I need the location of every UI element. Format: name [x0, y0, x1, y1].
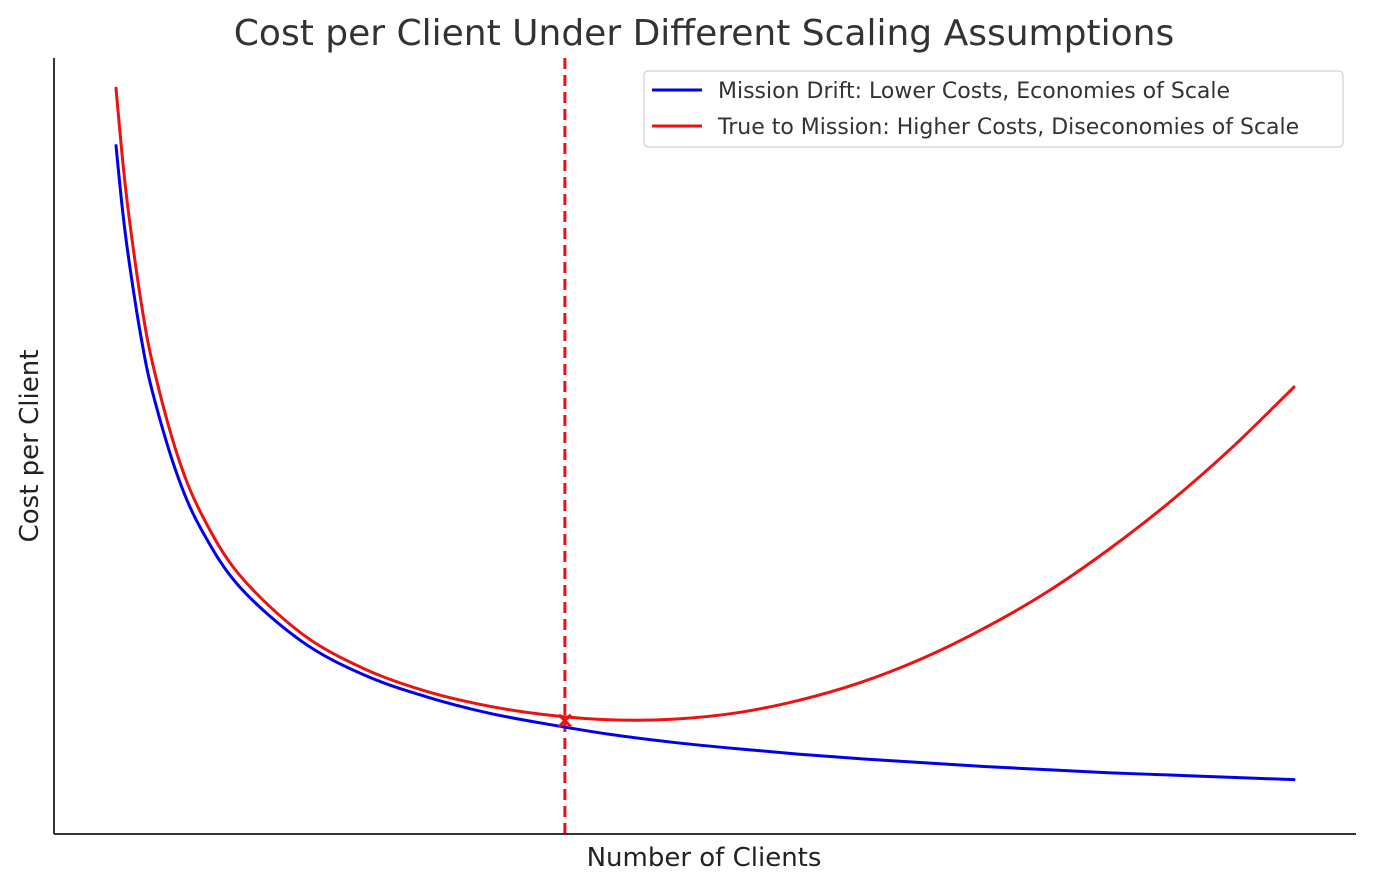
series-line-true-to-mission	[114, 86, 1296, 722]
y-axis-label: Cost per Client	[15, 350, 45, 543]
legend: Mission Drift: Lower Costs, Economies of…	[643, 70, 1344, 148]
legend-label-true-to-mission: True to Mission: Higher Costs, Diseconom…	[717, 115, 1299, 140]
minimum-point-marker	[557, 713, 572, 728]
series-line-mission-drift	[114, 144, 1296, 782]
legend-label-mission-drift: Mission Drift: Lower Costs, Economies of…	[718, 79, 1230, 104]
x-axis-label: Number of Clients	[587, 843, 822, 873]
legend-box	[643, 70, 1344, 148]
chart-title: Cost per Client Under Different Scaling …	[234, 13, 1174, 54]
plot-area	[114, 58, 1296, 834]
